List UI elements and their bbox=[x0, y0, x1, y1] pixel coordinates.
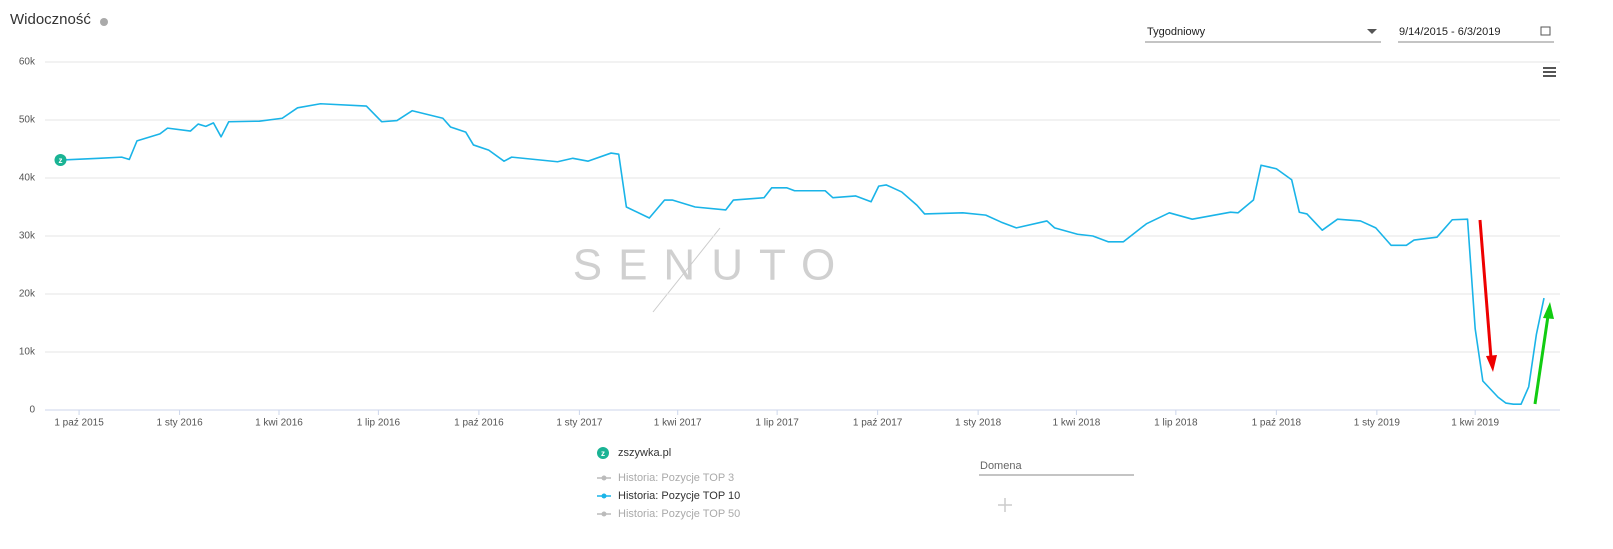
legend-symbol bbox=[601, 493, 607, 499]
y-tick-label: 10k bbox=[19, 347, 36, 358]
x-tick-label: 1 lip 2016 bbox=[357, 418, 401, 429]
x-tick-label: 1 paź 2016 bbox=[454, 418, 504, 429]
domain-input[interactable]: Domena bbox=[980, 460, 1022, 472]
menu-icon[interactable] bbox=[1543, 67, 1556, 77]
dropdown-arrow[interactable] bbox=[1367, 29, 1377, 34]
y-tick-label: 0 bbox=[29, 405, 35, 416]
y-tick-label: 60k bbox=[19, 57, 36, 68]
y-tick-label: 40k bbox=[19, 173, 36, 184]
domain-icon-letter: z bbox=[601, 449, 605, 458]
legend-symbol bbox=[601, 475, 607, 481]
watermark-stroke bbox=[652, 227, 721, 313]
start-marker bbox=[54, 154, 67, 167]
start-marker-letter: z bbox=[59, 156, 63, 165]
y-tick-label: 20k bbox=[19, 289, 36, 300]
x-tick-label: 1 kwi 2019 bbox=[1451, 418, 1499, 429]
y-tick-label: 50k bbox=[19, 115, 36, 126]
x-tick-label: 1 kwi 2017 bbox=[654, 418, 702, 429]
x-tick-label: 1 sty 2016 bbox=[156, 418, 203, 429]
red-arrow bbox=[1478, 219, 1497, 372]
interval-select[interactable]: Tygodniowy bbox=[1147, 26, 1206, 38]
date-range[interactable]: 9/14/2015 - 6/3/2019 bbox=[1399, 26, 1501, 38]
series-line bbox=[60, 102, 1545, 405]
x-tick-label: 1 kwi 2016 bbox=[255, 418, 303, 429]
domain-icon bbox=[597, 447, 609, 459]
x-tick-label: 1 lip 2018 bbox=[1154, 418, 1198, 429]
x-tick-label: 1 lip 2017 bbox=[755, 418, 799, 429]
legend-label: Historia: Pozycje TOP 3 bbox=[618, 472, 734, 484]
chart-title: Widoczność bbox=[10, 11, 91, 28]
x-tick-label: 1 sty 2018 bbox=[955, 418, 1002, 429]
x-tick-label: 1 paź 2018 bbox=[1252, 418, 1302, 429]
x-tick-label: 1 sty 2017 bbox=[556, 418, 603, 429]
x-tick-label: 1 kwi 2018 bbox=[1053, 418, 1101, 429]
x-tick-label: 1 paź 2015 bbox=[54, 418, 104, 429]
legend-label: Historia: Pozycje TOP 10 bbox=[618, 490, 740, 502]
calendar-icon[interactable] bbox=[1540, 26, 1551, 36]
y-tick-label: 30k bbox=[19, 231, 36, 242]
add-icon[interactable] bbox=[998, 498, 1012, 512]
green-arrow bbox=[1533, 302, 1554, 405]
info-icon[interactable] bbox=[100, 18, 108, 26]
legend-symbol bbox=[601, 511, 607, 517]
watermark: SENUTO bbox=[573, 227, 852, 313]
legend-domain: zszywka.pl bbox=[618, 447, 671, 459]
legend-label: Historia: Pozycje TOP 50 bbox=[618, 508, 740, 520]
x-tick-label: 1 sty 2019 bbox=[1354, 418, 1401, 429]
x-tick-label: 1 paź 2017 bbox=[853, 418, 903, 429]
watermark-text: SENUTO bbox=[573, 241, 852, 290]
